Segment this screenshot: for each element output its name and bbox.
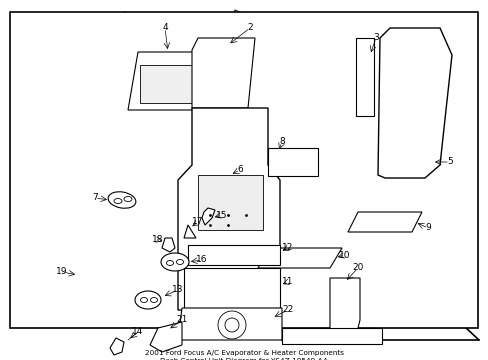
Text: Dash Control Unit Diagram for YS4Z-18549-AA: Dash Control Unit Diagram for YS4Z-18549… [160, 358, 328, 360]
Text: 6: 6 [237, 166, 243, 175]
Bar [355, 38, 373, 116]
Ellipse shape [161, 253, 189, 271]
Polygon shape [258, 248, 341, 268]
Polygon shape [202, 208, 215, 225]
Text: 21: 21 [176, 315, 187, 324]
Polygon shape [347, 212, 421, 232]
Text: 5: 5 [446, 158, 452, 166]
Polygon shape [183, 225, 196, 238]
Ellipse shape [114, 198, 122, 203]
Polygon shape [377, 28, 451, 178]
Text: 4: 4 [162, 23, 167, 32]
Text: 14: 14 [132, 328, 143, 337]
Polygon shape [110, 338, 124, 355]
Text: 18: 18 [152, 235, 163, 244]
Bar [282, 328, 381, 344]
Polygon shape [178, 108, 280, 310]
Bar [198, 175, 263, 230]
Text: 15: 15 [216, 211, 227, 220]
Text: 7: 7 [92, 194, 98, 202]
Text: 11: 11 [282, 278, 293, 287]
Ellipse shape [176, 260, 183, 265]
Text: 10: 10 [339, 251, 350, 260]
Ellipse shape [108, 192, 136, 208]
Text: 13: 13 [172, 285, 183, 294]
Text: 2001 Ford Focus A/C Evaporator & Heater Components: 2001 Ford Focus A/C Evaporator & Heater … [145, 350, 343, 356]
Ellipse shape [150, 297, 157, 302]
Polygon shape [178, 308, 282, 340]
Ellipse shape [140, 297, 147, 302]
Polygon shape [128, 52, 200, 110]
Ellipse shape [135, 291, 161, 309]
Polygon shape [162, 238, 175, 252]
Text: 9: 9 [424, 224, 430, 233]
Bar [140, 65, 192, 103]
Bar [183, 268, 280, 308]
Ellipse shape [124, 197, 132, 202]
Circle shape [224, 318, 239, 332]
Text: 17: 17 [192, 217, 203, 226]
Text: 19: 19 [56, 267, 68, 276]
Text: 22: 22 [282, 306, 293, 315]
Ellipse shape [166, 261, 173, 266]
Text: 3: 3 [372, 33, 378, 42]
Text: 16: 16 [196, 256, 207, 265]
Circle shape [218, 311, 245, 339]
Text: 20: 20 [351, 264, 363, 273]
Bar [267, 148, 317, 176]
Text: 12: 12 [282, 243, 293, 252]
Polygon shape [192, 38, 254, 108]
Polygon shape [329, 278, 359, 340]
Text: 2: 2 [246, 23, 252, 32]
Bar [187, 245, 280, 265]
Polygon shape [150, 322, 182, 352]
Bar [10, 12, 477, 328]
Text: 8: 8 [279, 138, 285, 147]
